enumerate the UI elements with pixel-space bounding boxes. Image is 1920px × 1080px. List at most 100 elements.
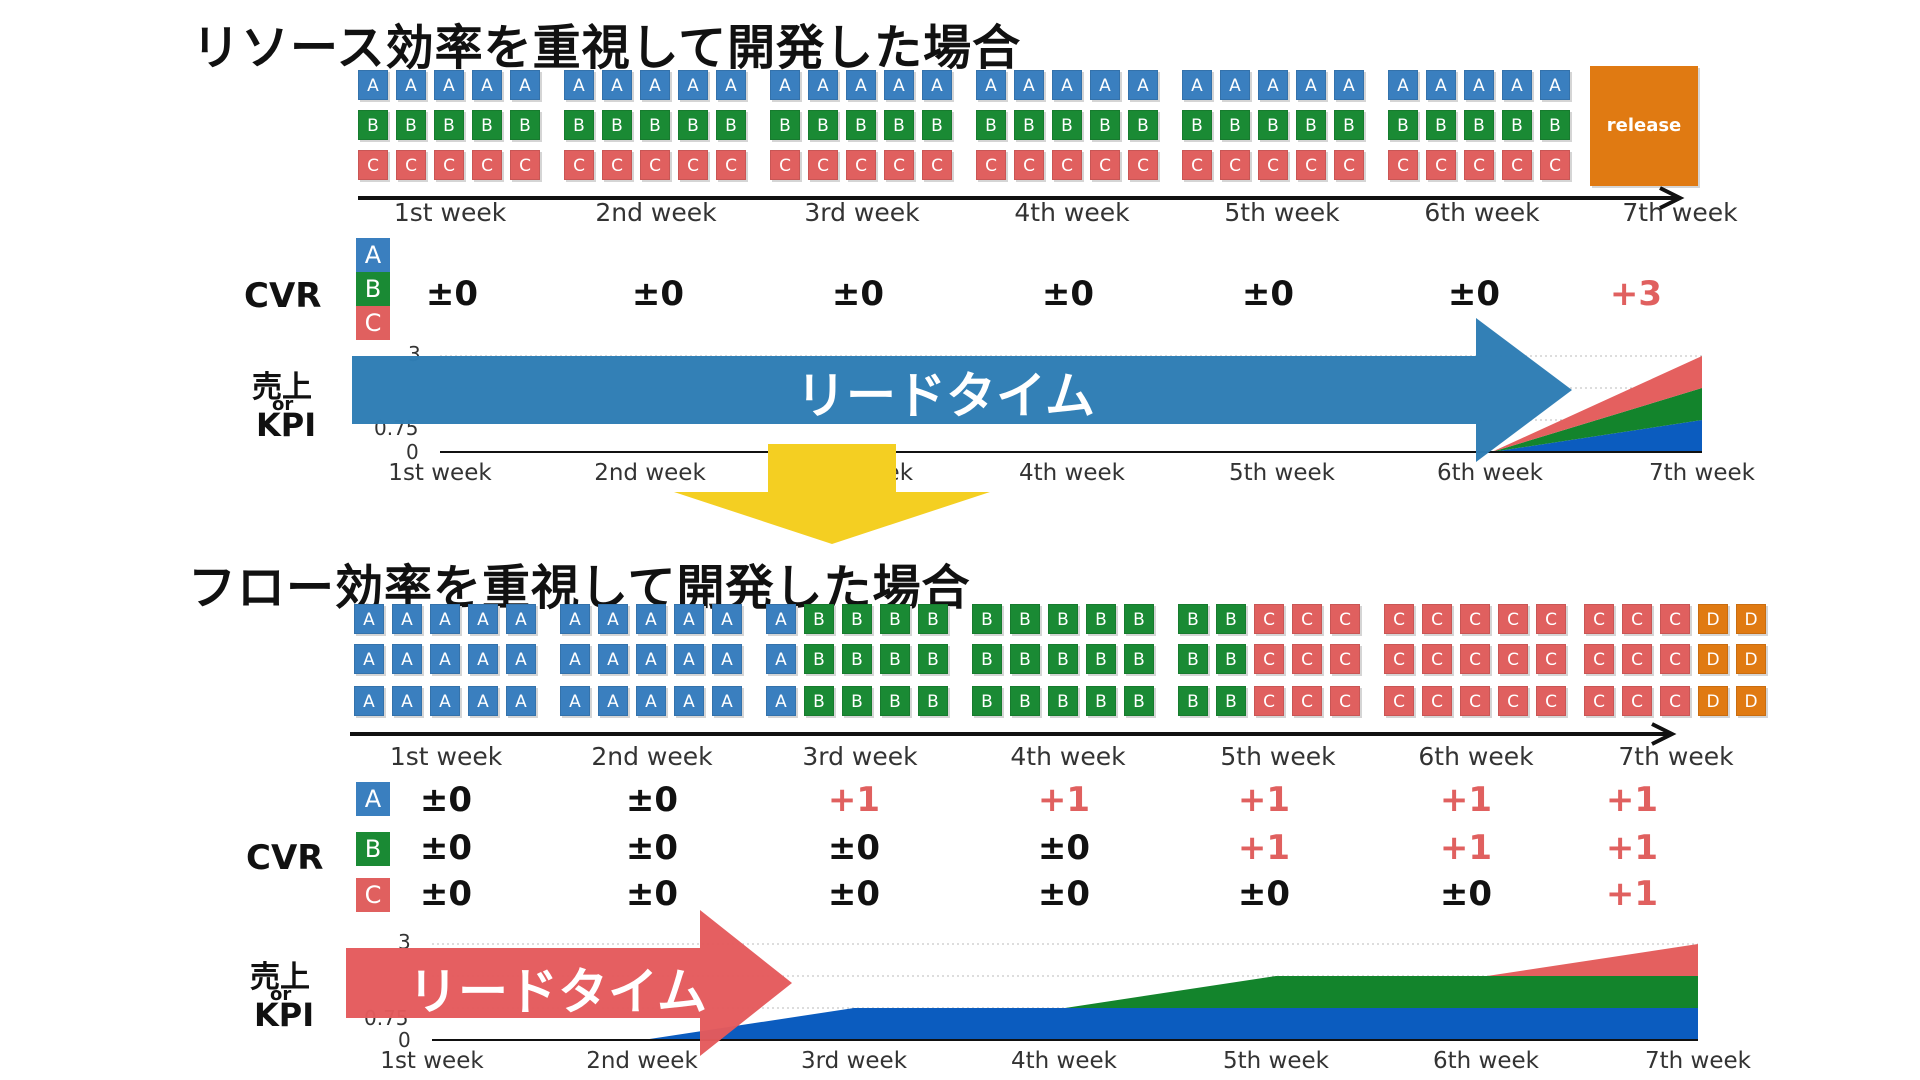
top-task-b: B [1426,110,1456,140]
bottom-leadtime-label: リードタイム [408,963,707,1021]
bottom-task-b: B [1010,604,1040,634]
top-task-c: C [602,150,632,180]
bottom-task-a: A [712,644,742,674]
top-task-b: B [510,110,540,140]
top-task-b: B [602,110,632,140]
bottom-cvr-row1-value-1: ±0 [419,780,473,820]
top-task-c: C [1014,150,1044,180]
bottom-task-c: C [1584,644,1614,674]
bottom-cvr-row1-value-5: +1 [1237,780,1291,820]
top-week-label-5: 5th week [1224,198,1340,227]
bottom-task-a: A [766,686,796,716]
bottom-task-b: B [1178,604,1208,634]
bottom-task-a: A [712,686,742,716]
top-task-b: B [1388,110,1418,140]
top-legend-a: A [356,238,390,272]
bottom-task-c: C [1460,604,1490,634]
top-task-b: B [1334,110,1364,140]
top-task-b: B [678,110,708,140]
top-task-b: B [846,110,876,140]
bottom-week-label-6: 6th week [1418,742,1534,771]
bottom-task-a: A [560,644,590,674]
top-week-label-1: 1st week [393,198,507,227]
top-task-c: C [640,150,670,180]
bottom-task-b: B [1048,604,1078,634]
top-week-label-2: 2nd week [595,198,717,227]
bottom-task-a: A [674,644,704,674]
bottom-task-b: B [972,686,1002,716]
bottom-task-b: B [1010,686,1040,716]
top-task-b: B [1220,110,1250,140]
top-task-a: A [1182,70,1212,100]
bottom-task-c: C [1422,604,1452,634]
top-task-c: C [1220,150,1250,180]
top-task-a: A [884,70,914,100]
bottom-task-c: C [1292,644,1322,674]
top-task-a: A [922,70,952,100]
bottom-cvr-row2-value-7: +1 [1605,828,1659,868]
top-task-b: B [1052,110,1082,140]
bottom-task-c: C [1254,644,1284,674]
top-task-a: A [434,70,464,100]
top-kpi-label-bottom: KPI [256,406,317,444]
bottom-timeline-arrow [350,722,1677,746]
bottom-task-a: A [674,604,704,634]
down-arrow [674,444,990,544]
bottom-task-a: A [712,604,742,634]
bottom-chart-x-label-1: 1st week [380,1048,484,1074]
bottom-task-d: D [1698,644,1728,674]
bottom-week-label-7: 7th week [1618,742,1734,771]
top-chart-x-label-5: 5th week [1229,460,1335,486]
bottom-task-c: C [1498,644,1528,674]
bottom-cvr-row3-value-5: ±0 [1237,874,1291,914]
bottom-task-c: C [1254,686,1284,716]
top-task-a: A [1090,70,1120,100]
top-task-a: A [976,70,1006,100]
bottom-chart-x-label-2: 2nd week [586,1048,698,1074]
bottom-cvr-row2-value-3: ±0 [827,828,881,868]
top-task-a: A [770,70,800,100]
bottom-task-d: D [1736,644,1766,674]
bottom-task-a: A [354,604,384,634]
top-task-b: B [770,110,800,140]
top-task-c: C [564,150,594,180]
top-task-c: C [358,150,388,180]
bottom-task-c: C [1660,686,1690,716]
bottom-task-b: B [918,604,948,634]
bottom-task-b: B [1216,604,1246,634]
bottom-cvr-row1-value-4: +1 [1037,780,1091,820]
bottom-task-a: A [636,604,666,634]
bottom-task-a: A [392,604,422,634]
top-task-b: B [564,110,594,140]
bottom-task-c: C [1422,686,1452,716]
bottom-task-a: A [354,644,384,674]
top-task-b: B [884,110,914,140]
bottom-task-b: B [1086,644,1116,674]
top-task-a: A [678,70,708,100]
bottom-cvr-row3-value-1: ±0 [419,874,473,914]
top-task-a: A [1296,70,1326,100]
top-task-c: C [1388,150,1418,180]
bottom-task-a: A [560,604,590,634]
top-task-a: A [1128,70,1158,100]
top-task-b: B [1128,110,1158,140]
top-week-label-7: 7th week [1622,198,1738,227]
bottom-task-d: D [1698,604,1728,634]
bottom-task-a: A [766,604,796,634]
top-task-b: B [1014,110,1044,140]
top-task-c: C [808,150,838,180]
top-task-c: C [1426,150,1456,180]
top-task-c: C [434,150,464,180]
bottom-task-b: B [1048,686,1078,716]
top-task-c: C [770,150,800,180]
top-task-b: B [358,110,388,140]
bottom-task-c: C [1254,604,1284,634]
bottom-task-a: A [430,644,460,674]
bottom-task-b: B [1216,644,1246,674]
top-task-a: A [1388,70,1418,100]
bottom-cvr-row2-value-1: ±0 [419,828,473,868]
top-legend-b: B [356,272,390,306]
bottom-cvr-row2-value-4: ±0 [1037,828,1091,868]
bottom-task-a: A [766,644,796,674]
bottom-legend-c: C [356,878,390,912]
